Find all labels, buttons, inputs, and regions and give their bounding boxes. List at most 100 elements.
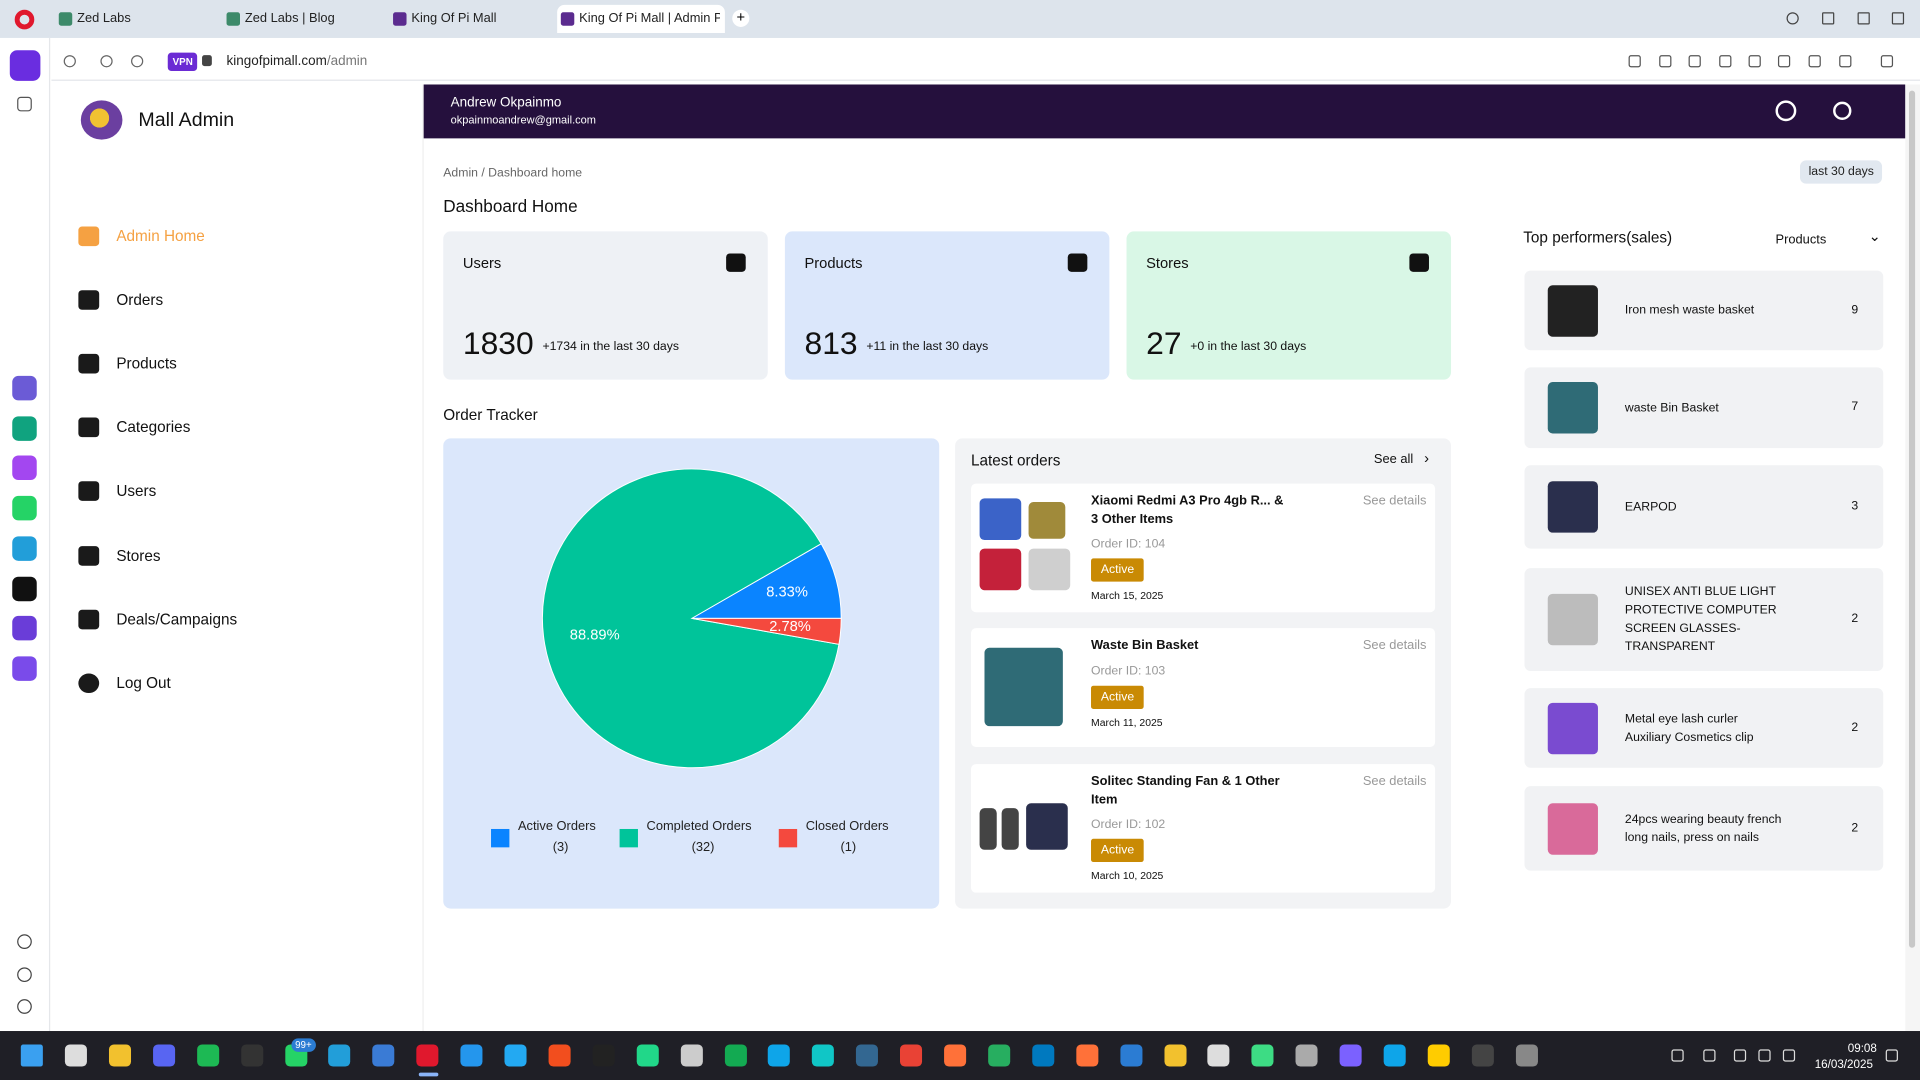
app-icon[interactable]: [12, 375, 37, 401]
nav-item[interactable]: Stores: [116, 547, 161, 565]
taskbar-app[interactable]: [328, 1044, 351, 1067]
tray-icon[interactable]: [1671, 1049, 1684, 1062]
taskbar-app[interactable]: [1295, 1044, 1318, 1067]
taskbar-app[interactable]: [1383, 1044, 1406, 1067]
toolbar-icon[interactable]: [1628, 55, 1641, 68]
taskbar-app[interactable]: [856, 1044, 879, 1067]
tray-icon[interactable]: [1758, 1049, 1771, 1062]
taskbar-app[interactable]: [1515, 1044, 1538, 1067]
notification-icon[interactable]: [1885, 1049, 1898, 1062]
app-icon[interactable]: [12, 496, 37, 521]
taskbar-app[interactable]: [460, 1044, 483, 1067]
start-button[interactable]: [20, 1044, 43, 1067]
date-range[interactable]: last 30 days: [1800, 160, 1883, 184]
nav-button[interactable]: [100, 55, 113, 68]
browser-tab[interactable]: Zed Labs | Blog: [223, 5, 391, 33]
url[interactable]: kingofpimall.com/admin: [227, 54, 368, 69]
nav-item[interactable]: Users: [116, 482, 157, 500]
taskbar-app[interactable]: [372, 1044, 395, 1067]
taskbar-app[interactable]: [64, 1044, 87, 1067]
nav-item[interactable]: Admin Home: [116, 227, 205, 245]
nav-button[interactable]: [63, 55, 76, 68]
taskbar-app[interactable]: [988, 1044, 1011, 1067]
performer-card[interactable]: EARPOD 3: [1524, 465, 1884, 549]
sidebar-tool[interactable]: [17, 934, 32, 949]
taskbar-app[interactable]: [768, 1044, 791, 1067]
nav-icon[interactable]: [78, 481, 100, 501]
toolbar-icon[interactable]: [1839, 55, 1852, 68]
taskbar-app[interactable]: [1119, 1044, 1142, 1067]
taskbar-app[interactable]: [152, 1044, 175, 1067]
nav-item[interactable]: Log Out: [116, 674, 171, 692]
performer-card[interactable]: 24pcs wearing beauty french long nails, …: [1524, 786, 1884, 871]
see-details-link[interactable]: See details: [1362, 493, 1427, 509]
browser-tab[interactable]: Zed Labs: [55, 5, 223, 33]
nav-icon[interactable]: [78, 226, 100, 247]
toolbar-icon[interactable]: [1808, 55, 1821, 68]
nav-icon[interactable]: [78, 673, 100, 694]
toolbar-icon[interactable]: [1659, 55, 1672, 68]
toolbar-icon[interactable]: [1777, 55, 1791, 68]
see-details-link[interactable]: See details: [1362, 637, 1427, 653]
see-all-link[interactable]: See all: [1373, 451, 1414, 467]
browser-tab[interactable]: King Of Pi Mall: [389, 5, 557, 33]
tray-icon[interactable]: [1703, 1049, 1716, 1062]
nav-button[interactable]: [131, 55, 144, 68]
nav-icon[interactable]: [78, 417, 100, 438]
window-control[interactable]: [1857, 12, 1870, 25]
taskbar-app[interactable]: [636, 1044, 659, 1067]
app-icon[interactable]: [12, 656, 37, 681]
taskbar-app[interactable]: [1163, 1044, 1186, 1067]
tray-icon[interactable]: [1782, 1049, 1796, 1062]
nav-icon[interactable]: [78, 546, 100, 566]
taskbar-app[interactable]: [504, 1044, 527, 1067]
opera-logo[interactable]: [14, 9, 35, 30]
nav-icon[interactable]: [78, 609, 100, 630]
new-tab-button[interactable]: +: [732, 9, 750, 27]
performer-card[interactable]: UNISEX ANTI BLUE LIGHT PROTECTIVE COMPUT…: [1524, 568, 1884, 672]
taskbar-app[interactable]: [416, 1044, 439, 1067]
performer-card[interactable]: Metal eye lash curler Auxiliary Cosmetic…: [1524, 688, 1884, 768]
nav-item[interactable]: Orders: [116, 291, 164, 309]
taskbar-app[interactable]: [944, 1044, 967, 1067]
nav-icon[interactable]: [78, 353, 100, 374]
taskbar-app[interactable]: [1339, 1044, 1362, 1067]
taskbar-app[interactable]: [1427, 1044, 1450, 1067]
sidebar-tool[interactable]: [17, 967, 32, 983]
nav-icon[interactable]: [78, 290, 100, 310]
app-icon[interactable]: [12, 616, 37, 641]
nav-item[interactable]: Deals/Campaigns: [116, 611, 238, 629]
tray-icon[interactable]: [1733, 1049, 1747, 1062]
taskbar-app[interactable]: [1031, 1044, 1055, 1067]
home-icon[interactable]: [9, 50, 41, 81]
nav-item[interactable]: Products: [116, 355, 177, 373]
toolbar-icon[interactable]: [1748, 55, 1761, 68]
app-icon[interactable]: [12, 455, 37, 481]
app-icon[interactable]: [12, 415, 37, 441]
search-icon[interactable]: [1833, 101, 1852, 121]
taskbar-app[interactable]: [724, 1044, 747, 1067]
taskbar-app[interactable]: [1251, 1044, 1274, 1067]
app-icon[interactable]: [12, 536, 37, 561]
app-icon[interactable]: [12, 576, 37, 601]
toolbar-icon[interactable]: [1688, 55, 1701, 68]
taskbar-app[interactable]: [680, 1044, 703, 1067]
order-card[interactable]: Xiaomi Redmi A3 Pro 4gb R... & 3 Other I…: [971, 483, 1436, 613]
chevron[interactable]: ⌄: [1868, 227, 1881, 245]
taskbar-app[interactable]: [1207, 1044, 1230, 1067]
window-control[interactable]: [1822, 12, 1835, 25]
browser-tab[interactable]: King Of Pi Mall | Admin Pa: [557, 4, 725, 34]
taskbar-app[interactable]: [196, 1044, 219, 1067]
taskbar-app[interactable]: [240, 1044, 263, 1067]
taskbar-app[interactable]: [592, 1044, 615, 1067]
toolbar-icon[interactable]: [1719, 55, 1732, 68]
filter-select[interactable]: Products: [1775, 232, 1827, 248]
taskbar-app[interactable]: [548, 1044, 571, 1067]
sidebar-tool[interactable]: [17, 999, 32, 1014]
history-icon[interactable]: [1775, 100, 1797, 122]
order-card[interactable]: Solitec Standing Fan & 1 Other Item See d…: [971, 764, 1436, 893]
see-details-link[interactable]: See details: [1362, 773, 1427, 789]
vpn-badge[interactable]: VPN: [167, 52, 198, 72]
order-card[interactable]: Waste Bin Basket See details Order ID: 103…: [971, 628, 1436, 747]
taskbar-app[interactable]: [108, 1044, 131, 1067]
